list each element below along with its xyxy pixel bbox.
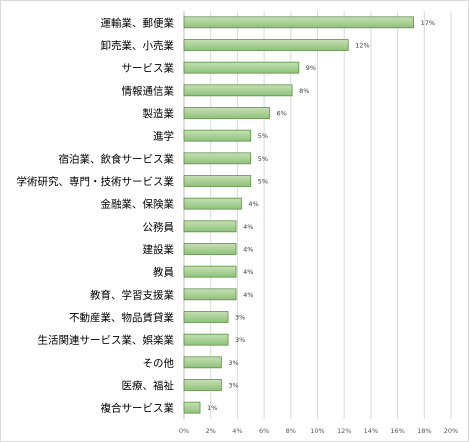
category-label: 宿泊業、飲食サービス業 bbox=[59, 152, 175, 165]
category-label: 金融業、保険業 bbox=[101, 198, 175, 211]
data-label: 4% bbox=[243, 268, 253, 276]
bars: 17% 12% 9% 8% 6% 5% 5% 5% 4% 4% 4% 4% 4% 3% 3% 3% 3% 1% bbox=[183, 16, 435, 414]
x-tick-label: 6% bbox=[259, 427, 269, 435]
data-label: 8% bbox=[299, 87, 309, 95]
bar bbox=[183, 152, 252, 165]
data-label: 1% bbox=[207, 404, 217, 412]
data-label: 4% bbox=[243, 246, 253, 254]
bar bbox=[183, 175, 252, 187]
bar bbox=[183, 401, 201, 414]
category-label: 製造業 bbox=[143, 107, 175, 120]
data-label: 12% bbox=[355, 42, 369, 50]
category-label: 卸売業、小売業 bbox=[101, 39, 175, 52]
x-tick-label: 0% bbox=[179, 427, 189, 435]
bar bbox=[183, 356, 222, 369]
category-labels: 運輸業、郵便業卸売業、小売業サービス業情報通信業製造業進学宿泊業、飲食サービス業… bbox=[17, 16, 175, 414]
data-label: 3% bbox=[228, 382, 238, 390]
category-label: サービス業 bbox=[122, 62, 175, 75]
category-label: 公務員 bbox=[143, 220, 175, 233]
data-label: 3% bbox=[235, 314, 245, 322]
data-label: 5% bbox=[258, 178, 268, 186]
data-label: 3% bbox=[235, 336, 245, 344]
data-label: 4% bbox=[243, 223, 253, 231]
bar bbox=[183, 61, 300, 74]
bar bbox=[183, 243, 237, 255]
gridlines bbox=[183, 11, 452, 419]
bar bbox=[183, 16, 415, 29]
bar bbox=[183, 311, 229, 323]
category-label: 生活関連サービス業、娯楽業 bbox=[38, 334, 175, 347]
bar bbox=[183, 129, 252, 142]
bar bbox=[183, 84, 293, 97]
data-label: 6% bbox=[276, 110, 286, 118]
bar bbox=[183, 333, 229, 346]
category-label: 不動産業、物品賃貸業 bbox=[69, 311, 174, 324]
x-tick-label: 10% bbox=[310, 427, 324, 435]
data-label: 4% bbox=[243, 291, 253, 299]
category-label: 教員 bbox=[153, 266, 174, 279]
x-tick-label: 20% bbox=[444, 427, 458, 435]
data-label: 5% bbox=[258, 155, 268, 163]
category-label: 建設業 bbox=[143, 243, 175, 256]
bar bbox=[183, 220, 237, 233]
data-label: 4% bbox=[248, 200, 258, 208]
bar bbox=[183, 288, 237, 301]
x-tick-label: 12% bbox=[337, 427, 351, 435]
bar bbox=[183, 379, 222, 391]
x-tick-label: 2% bbox=[206, 427, 216, 435]
bar bbox=[183, 265, 237, 278]
category-label: 運輸業、郵便業 bbox=[101, 16, 175, 29]
data-label: 17% bbox=[421, 19, 435, 27]
category-label: 情報通信業 bbox=[122, 84, 175, 97]
x-tick-label: 16% bbox=[390, 427, 404, 435]
x-tick-label: 8% bbox=[286, 427, 296, 435]
bar bbox=[183, 197, 242, 210]
bar bbox=[183, 107, 270, 119]
x-tick-label: 14% bbox=[364, 427, 378, 435]
data-label: 3% bbox=[228, 359, 238, 367]
category-label: 教育、学習支援業 bbox=[90, 288, 174, 301]
data-label: 5% bbox=[258, 132, 268, 140]
bar bbox=[183, 39, 349, 51]
x-tick-label: 4% bbox=[232, 427, 242, 435]
category-label: 学術研究、専門・技術サービス業 bbox=[17, 175, 175, 188]
x-axis-tick-labels: 0% 2% 4% 6% 8% 10% 12% 14% 16% 18% 20% bbox=[179, 427, 458, 435]
x-tick-label: 18% bbox=[417, 427, 431, 435]
category-label: 複合サービス業 bbox=[101, 402, 175, 415]
data-label: 9% bbox=[306, 64, 316, 72]
category-label: 進学 bbox=[153, 130, 174, 143]
category-label: 医療、福祉 bbox=[122, 379, 175, 392]
category-label: その他 bbox=[143, 356, 175, 369]
